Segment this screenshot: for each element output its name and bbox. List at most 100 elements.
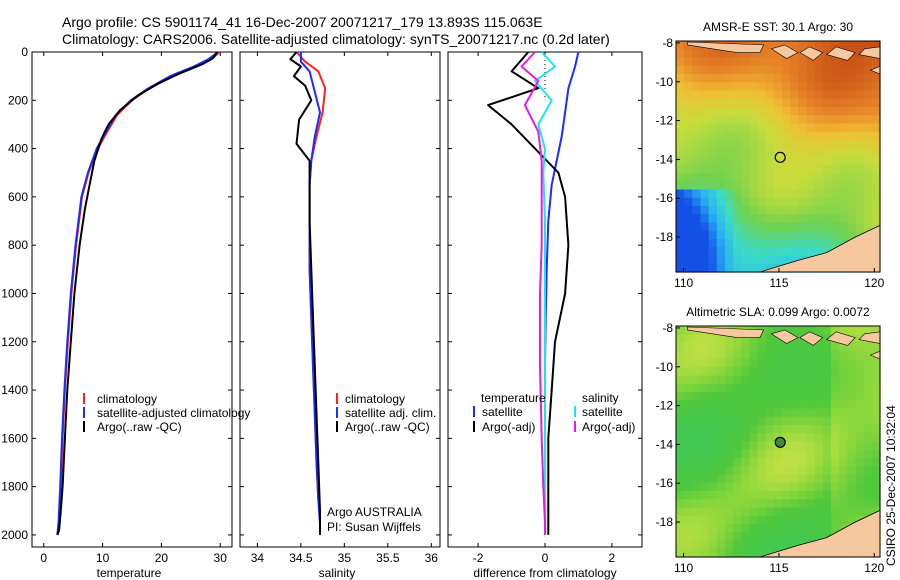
map-cell bbox=[871, 458, 881, 467]
argo-pi-note: PI: Susan Wijffels bbox=[327, 520, 421, 534]
map-cell bbox=[773, 255, 783, 265]
map-cell bbox=[716, 49, 726, 59]
map-cell bbox=[749, 131, 759, 141]
map-cell bbox=[741, 400, 751, 410]
map-cell bbox=[700, 230, 710, 240]
map-cell bbox=[822, 148, 832, 158]
map-cell bbox=[692, 449, 702, 459]
map-cell bbox=[716, 181, 726, 191]
map-cell bbox=[790, 206, 799, 215]
map-cell bbox=[733, 400, 742, 410]
map-cell bbox=[822, 140, 832, 149]
y-tick-label: 1000 bbox=[1, 286, 28, 300]
map-cell bbox=[814, 474, 824, 484]
map-cell bbox=[692, 206, 702, 215]
map-cell bbox=[773, 400, 783, 410]
map-cell bbox=[839, 82, 848, 92]
map-cell bbox=[773, 540, 783, 550]
map-cell bbox=[757, 57, 767, 67]
map-cell bbox=[733, 140, 742, 149]
map-cell bbox=[741, 375, 751, 385]
australia-coastline bbox=[759, 510, 881, 558]
map-cell bbox=[855, 115, 865, 125]
map-cell bbox=[798, 239, 808, 248]
map-cell bbox=[741, 107, 751, 116]
map-cell bbox=[676, 255, 685, 265]
map-cell bbox=[708, 499, 718, 509]
map-cell bbox=[741, 148, 751, 158]
map-cell bbox=[863, 359, 873, 368]
map-cell bbox=[798, 375, 808, 385]
map-cell bbox=[847, 115, 857, 125]
map-cell bbox=[749, 408, 759, 418]
legend-label-sal-satellite: satellite bbox=[582, 405, 623, 419]
map-cell bbox=[847, 164, 857, 174]
map-cell bbox=[871, 206, 881, 215]
map-cell bbox=[724, 189, 734, 199]
map-cell bbox=[839, 123, 848, 133]
series-line-salinity-satellite bbox=[534, 51, 556, 535]
map-cell bbox=[676, 74, 685, 83]
map-cell bbox=[806, 350, 816, 360]
map-cell bbox=[847, 350, 857, 360]
map-cell bbox=[839, 425, 848, 434]
map-cell bbox=[749, 359, 759, 368]
map-cell bbox=[863, 98, 873, 108]
map-cell bbox=[782, 433, 791, 443]
map-cell bbox=[708, 515, 718, 525]
map-cell bbox=[749, 107, 759, 116]
map-cell bbox=[773, 515, 783, 525]
map-cell bbox=[847, 214, 857, 224]
map-cell bbox=[700, 383, 710, 393]
map-cell bbox=[790, 441, 799, 451]
map-cell bbox=[692, 441, 702, 451]
map-cell bbox=[757, 263, 767, 273]
map-cell bbox=[790, 458, 799, 467]
map-cell bbox=[863, 156, 873, 166]
map-cell bbox=[814, 156, 824, 166]
map-cell bbox=[871, 499, 881, 509]
map-cell bbox=[847, 425, 857, 434]
map-cell bbox=[676, 206, 685, 215]
map-cell bbox=[684, 206, 693, 215]
map-cell bbox=[700, 115, 710, 125]
map-cell bbox=[806, 375, 816, 385]
map-cell bbox=[700, 441, 710, 451]
x-tick-label: 0 bbox=[40, 551, 47, 565]
map-cell bbox=[863, 400, 873, 410]
map-cell bbox=[749, 392, 759, 401]
map-cell bbox=[716, 540, 726, 550]
map-cell bbox=[822, 41, 832, 50]
map-cell bbox=[773, 65, 783, 75]
map-cell bbox=[757, 90, 767, 100]
map-cell bbox=[684, 524, 693, 533]
map-cell bbox=[790, 222, 799, 232]
map-cell bbox=[822, 239, 832, 248]
map-cell bbox=[790, 148, 799, 158]
map-cell bbox=[700, 408, 710, 418]
map-cell bbox=[676, 548, 685, 558]
map-cell bbox=[708, 189, 718, 199]
map-cell bbox=[790, 131, 799, 141]
map-cell bbox=[692, 466, 702, 476]
map-cell bbox=[733, 458, 742, 467]
map-cell bbox=[839, 189, 848, 199]
map-cell bbox=[692, 148, 702, 158]
map-cell bbox=[814, 507, 824, 517]
map-cell bbox=[765, 515, 775, 525]
map-cell bbox=[708, 507, 718, 517]
map-cell bbox=[749, 548, 759, 558]
map-cell bbox=[716, 474, 726, 484]
map-cell bbox=[700, 515, 710, 525]
map-cell bbox=[692, 98, 702, 108]
map-cell bbox=[708, 156, 718, 166]
y-tick-label: -8 bbox=[662, 321, 673, 335]
map-cell bbox=[765, 239, 775, 248]
map-cell bbox=[765, 131, 775, 141]
map-cell bbox=[733, 247, 742, 257]
map-cell bbox=[741, 230, 751, 240]
figure-title-line2: Climatology: CARS2006. Satellite-adjuste… bbox=[62, 31, 610, 47]
map-cell bbox=[847, 408, 857, 418]
map-cell bbox=[863, 131, 873, 141]
map-cell bbox=[749, 82, 759, 92]
